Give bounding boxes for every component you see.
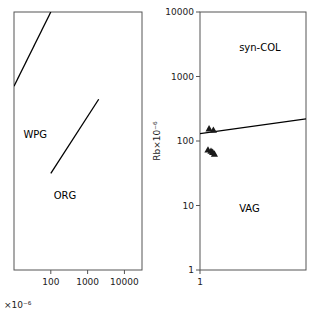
x-tick-label: 100 xyxy=(42,277,59,287)
plot-area xyxy=(200,119,306,157)
annotation: VAG xyxy=(239,203,260,214)
x-tick-label: 1 xyxy=(197,277,203,287)
x-tick-label: 10000 xyxy=(110,277,139,287)
annotation: ORG xyxy=(54,190,77,201)
y-tick-label: 100 xyxy=(177,136,194,146)
line xyxy=(14,12,51,86)
y-tick xyxy=(196,270,200,271)
annotation: syn-COL xyxy=(239,42,281,53)
y-axis-label: Rb×10⁻⁶ xyxy=(152,121,162,161)
point xyxy=(211,150,218,156)
y-tick xyxy=(196,12,200,13)
panel: 11 10 100 1000 10000 Rb×10⁻⁶ syn-COL VAG xyxy=(152,7,306,287)
y-tick-label: 10000 xyxy=(165,7,194,17)
figure: 100 1000 10000 ×10⁻⁶ WPG ORG 11 10 100 1000 10000 R… xyxy=(0,0,314,314)
point xyxy=(210,126,217,132)
x-tick xyxy=(124,270,125,274)
plot-frame xyxy=(14,12,142,270)
line xyxy=(51,99,99,173)
y-tick-label: 1 xyxy=(188,265,194,275)
line xyxy=(200,119,306,134)
plot-area xyxy=(14,12,99,173)
x-tick xyxy=(87,270,88,274)
annotation: WPG xyxy=(23,129,47,140)
y-tick xyxy=(196,76,200,77)
y-tick-label: 10 xyxy=(183,201,195,211)
x-tick xyxy=(50,270,51,274)
y-tick-label: 1000 xyxy=(171,72,194,82)
x-axis-label: ×10⁻⁶ xyxy=(4,300,32,310)
panel: 100 1000 10000 ×10⁻⁶ WPG ORG xyxy=(4,12,142,310)
y-tick xyxy=(196,205,200,206)
x-tick-label: 1000 xyxy=(76,277,99,287)
plot-frame xyxy=(200,12,306,270)
y-tick xyxy=(196,141,200,142)
x-tick xyxy=(200,270,201,274)
